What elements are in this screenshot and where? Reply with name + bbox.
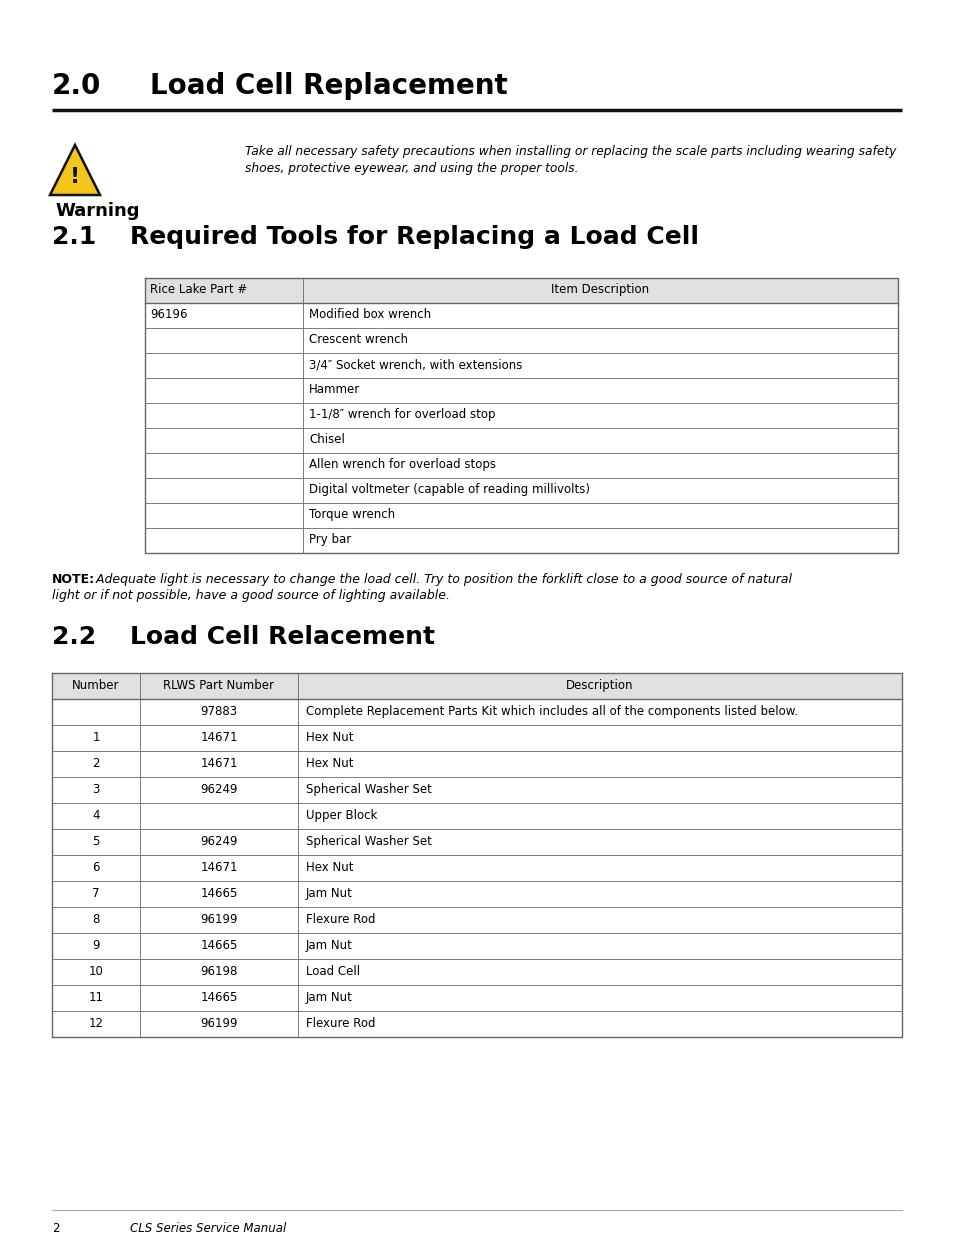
Text: Number: Number xyxy=(72,679,120,692)
Text: 2.2: 2.2 xyxy=(52,625,96,650)
Text: Rice Lake Part #: Rice Lake Part # xyxy=(150,283,247,296)
Text: CLS Series Service Manual: CLS Series Service Manual xyxy=(130,1221,286,1235)
Text: Pry bar: Pry bar xyxy=(309,534,351,546)
Text: Flexure Rod: Flexure Rod xyxy=(306,913,375,926)
Text: 10: 10 xyxy=(89,965,103,978)
Text: 1: 1 xyxy=(92,731,100,743)
Text: 8: 8 xyxy=(92,913,99,926)
Text: 96196: 96196 xyxy=(150,308,188,321)
Text: Upper Block: Upper Block xyxy=(306,809,377,823)
Text: 97883: 97883 xyxy=(200,705,237,718)
Text: Take all necessary safety precautions when installing or replacing the scale par: Take all necessary safety precautions wh… xyxy=(245,144,896,158)
Text: 6: 6 xyxy=(92,861,100,874)
Text: NOTE:: NOTE: xyxy=(52,573,95,585)
Text: Description: Description xyxy=(566,679,633,692)
Text: Adequate light is necessary to change the load cell. Try to position the forklif: Adequate light is necessary to change th… xyxy=(91,573,791,585)
Text: Modified box wrench: Modified box wrench xyxy=(309,308,431,321)
Text: Spherical Washer Set: Spherical Washer Set xyxy=(306,783,432,797)
Text: 14665: 14665 xyxy=(200,887,237,900)
Text: 3: 3 xyxy=(92,783,99,797)
Text: 96249: 96249 xyxy=(200,835,237,848)
Text: Jam Nut: Jam Nut xyxy=(306,887,353,900)
Text: 14671: 14671 xyxy=(200,757,237,769)
Text: Required Tools for Replacing a Load Cell: Required Tools for Replacing a Load Cell xyxy=(130,225,699,249)
Bar xyxy=(52,673,901,699)
Text: 2: 2 xyxy=(92,757,100,769)
Text: 96198: 96198 xyxy=(200,965,237,978)
Text: 5: 5 xyxy=(92,835,99,848)
Text: !: ! xyxy=(70,167,80,186)
Text: Allen wrench for overload stops: Allen wrench for overload stops xyxy=(309,458,496,471)
Text: Spherical Washer Set: Spherical Washer Set xyxy=(306,835,432,848)
Text: 14671: 14671 xyxy=(200,731,237,743)
Text: 96199: 96199 xyxy=(200,913,237,926)
Bar xyxy=(145,278,897,303)
Text: 14665: 14665 xyxy=(200,939,237,952)
Text: Chisel: Chisel xyxy=(309,433,345,446)
Text: Item Description: Item Description xyxy=(551,283,649,296)
Text: RLWS Part Number: RLWS Part Number xyxy=(163,679,274,692)
Text: 1-1/8″ wrench for overload stop: 1-1/8″ wrench for overload stop xyxy=(309,408,495,421)
Text: Digital voltmeter (capable of reading millivolts): Digital voltmeter (capable of reading mi… xyxy=(309,483,589,496)
Text: 2.0: 2.0 xyxy=(52,72,101,100)
Text: Load Cell: Load Cell xyxy=(306,965,359,978)
Text: 2.1: 2.1 xyxy=(52,225,96,249)
Text: 7: 7 xyxy=(92,887,100,900)
Text: Hex Nut: Hex Nut xyxy=(306,861,354,874)
Text: light or if not possible, have a good source of lighting available.: light or if not possible, have a good so… xyxy=(52,589,450,601)
Text: Warning: Warning xyxy=(55,203,139,220)
Text: 9: 9 xyxy=(92,939,100,952)
Text: Jam Nut: Jam Nut xyxy=(306,990,353,1004)
Text: 96249: 96249 xyxy=(200,783,237,797)
Text: 96199: 96199 xyxy=(200,1016,237,1030)
Text: Torque wrench: Torque wrench xyxy=(309,508,395,521)
Text: 2: 2 xyxy=(52,1221,59,1235)
Text: Flexure Rod: Flexure Rod xyxy=(306,1016,375,1030)
Text: Load Cell Relacement: Load Cell Relacement xyxy=(130,625,435,650)
Text: Crescent wrench: Crescent wrench xyxy=(309,333,408,346)
Text: 4: 4 xyxy=(92,809,100,823)
Text: 11: 11 xyxy=(89,990,103,1004)
Text: 14665: 14665 xyxy=(200,990,237,1004)
Text: 12: 12 xyxy=(89,1016,103,1030)
Text: Hex Nut: Hex Nut xyxy=(306,757,354,769)
Text: Complete Replacement Parts Kit which includes all of the components listed below: Complete Replacement Parts Kit which inc… xyxy=(306,705,797,718)
Text: Jam Nut: Jam Nut xyxy=(306,939,353,952)
Text: shoes, protective eyewear, and using the proper tools.: shoes, protective eyewear, and using the… xyxy=(245,162,578,175)
Text: Hex Nut: Hex Nut xyxy=(306,731,354,743)
Polygon shape xyxy=(50,144,100,195)
Text: 3/4″ Socket wrench, with extensions: 3/4″ Socket wrench, with extensions xyxy=(309,358,522,370)
Text: Hammer: Hammer xyxy=(309,383,360,396)
Text: Load Cell Replacement: Load Cell Replacement xyxy=(150,72,507,100)
Text: 14671: 14671 xyxy=(200,861,237,874)
